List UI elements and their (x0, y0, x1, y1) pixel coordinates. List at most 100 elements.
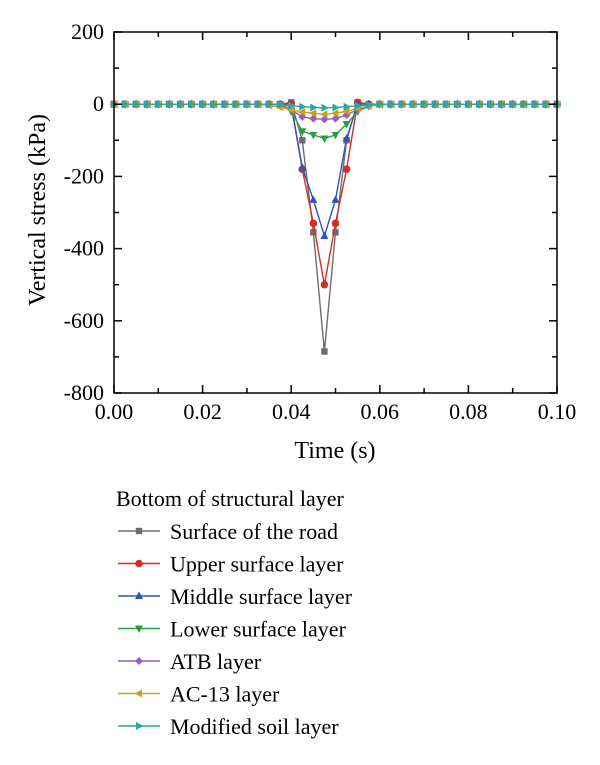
legend-item: AC-13 layer (118, 682, 280, 707)
x-tick-label: 0.08 (449, 399, 488, 424)
data-point (266, 100, 274, 109)
data-point (331, 219, 340, 228)
y-tick-label: -800 (64, 380, 104, 405)
data-point (288, 101, 296, 110)
legend-label: ATB layer (170, 649, 262, 674)
legend-label: Modified soil layer (170, 714, 339, 739)
data-point (309, 131, 318, 140)
legend-label: Middle surface layer (170, 584, 353, 609)
legend-marker (135, 657, 143, 665)
legend-item: Surface of the road (118, 519, 338, 544)
data-point (387, 100, 396, 109)
legend-item: Modified soil layer (118, 714, 339, 739)
data-point (144, 100, 152, 109)
data-point (254, 100, 263, 109)
data-point (542, 100, 551, 109)
y-tick-label: -200 (64, 163, 104, 188)
data-point (320, 231, 329, 239)
legend-item: ATB layer (118, 649, 262, 674)
series-upper-surface-layer (110, 98, 561, 289)
data-point (277, 100, 285, 109)
x-tick-label: 0.02 (183, 399, 222, 424)
legend-marker (134, 689, 142, 698)
data-point (310, 103, 318, 112)
data-point (342, 165, 351, 173)
data-point (331, 195, 340, 203)
data-point (331, 109, 339, 118)
y-axis-title: Vertical stress (kPa) (25, 114, 51, 306)
x-tick-label: 0.10 (538, 399, 577, 424)
data-point (332, 229, 339, 236)
data-point (299, 102, 307, 111)
legend-item: Middle surface layer (118, 584, 353, 609)
y-tick-label: -400 (64, 236, 104, 261)
data-point (243, 100, 252, 109)
legend-marker (135, 559, 143, 568)
axes-group: 0.00 0.02 0.04 0.06 0.08 0.10 200 0 -200 -400 -600… (64, 19, 577, 424)
series-line (114, 103, 557, 239)
data-point (320, 280, 329, 289)
legend-item: Upper surface layer (118, 552, 344, 577)
data-point (421, 100, 429, 109)
series-line (114, 101, 557, 285)
data-point (309, 219, 318, 228)
data-point (166, 100, 174, 109)
data-point (343, 102, 352, 111)
data-point (310, 229, 317, 236)
data-point (476, 100, 484, 109)
data-point (376, 100, 385, 109)
data-point (454, 100, 462, 109)
legend-marker (136, 722, 144, 730)
data-point (298, 128, 307, 136)
y-tick-label: 0 (93, 91, 104, 116)
data-point (432, 100, 440, 109)
data-point (320, 135, 329, 143)
data-point (365, 100, 374, 109)
data-point (122, 100, 130, 109)
data-point (319, 110, 328, 119)
y-tick-label: -600 (64, 308, 104, 333)
data-point (509, 100, 518, 109)
legend-item: Lower surface layer (118, 617, 347, 642)
data-point (308, 109, 317, 118)
data-point (188, 100, 197, 109)
legend-label: Lower surface layer (170, 617, 347, 642)
data-point (342, 133, 351, 142)
legend-title: Bottom of structural layer (116, 486, 345, 511)
data-point (232, 100, 241, 109)
legend: Surface of the road Upper surface layer Mi… (118, 519, 353, 739)
data-point (332, 103, 340, 112)
data-point (286, 105, 295, 114)
data-point (520, 100, 529, 109)
x-tick-label: 0.06 (361, 399, 400, 424)
data-point (199, 100, 208, 109)
legend-marker (135, 527, 143, 535)
x-tick-label: 0.04 (272, 399, 311, 424)
legend-label: Upper surface layer (170, 552, 344, 577)
data-point (221, 100, 230, 109)
series-group (109, 98, 562, 355)
data-point (354, 101, 363, 110)
data-point (321, 103, 329, 112)
data-point (297, 108, 306, 117)
legend-marker (135, 591, 143, 599)
data-point (133, 100, 141, 109)
data-point (342, 121, 351, 129)
data-point (443, 100, 451, 109)
data-point (331, 131, 340, 140)
legend-marker (135, 625, 143, 633)
data-point (155, 100, 163, 109)
x-tick-label: 0.00 (95, 399, 134, 424)
plot-frame (113, 31, 558, 394)
data-point (531, 100, 540, 109)
legend-label: AC-13 layer (170, 682, 280, 707)
data-point (410, 100, 418, 109)
data-point (465, 100, 473, 109)
data-point (398, 100, 407, 109)
data-point (342, 107, 350, 116)
legend-label: Surface of the road (170, 519, 338, 544)
data-point (321, 348, 328, 355)
y-tick-label: 200 (71, 19, 104, 44)
x-axis-title: Time (s) (294, 438, 375, 464)
